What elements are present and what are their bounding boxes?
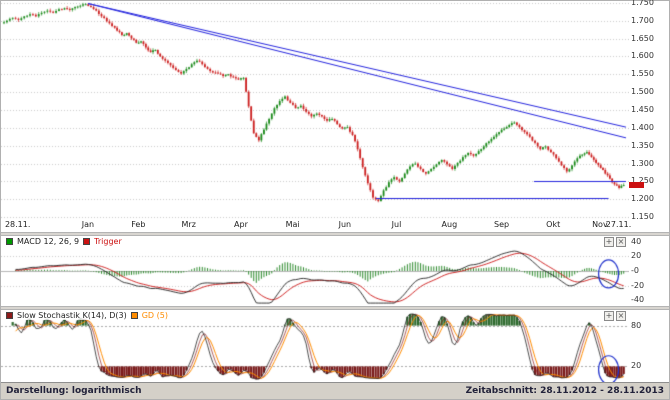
panel-close-button[interactable]: × — [616, 311, 626, 321]
macd-panel-buttons: + × — [604, 237, 626, 247]
panel-divider[interactable] — [1, 232, 669, 236]
date-axis-label: Sep — [494, 220, 510, 229]
macd-trigger-label: Trigger — [94, 237, 122, 246]
price-axis-label: 1.250 — [631, 176, 654, 186]
stochastic-chart-canvas[interactable] — [1, 310, 629, 382]
date-axis-label: Jan — [81, 220, 95, 229]
price-axis: 1.750 1.700 1.650 1.600 1.550 1.500 1.450 1.400… — [629, 0, 669, 232]
stochastic-axis-label: 20 — [631, 361, 642, 371]
date-axis-label: Mai — [285, 220, 300, 229]
stochastic-axis-label: 80 — [631, 320, 642, 330]
date-axis-label: 27.11. — [605, 220, 632, 229]
price-axis-label: 1.300 — [631, 158, 654, 168]
panel-divider[interactable] — [1, 306, 669, 310]
stochastic-legend: Slow Stochastik K(14), D(3) GD (5) — [4, 311, 170, 320]
price-axis-label: 1.600 — [631, 51, 654, 61]
macd-chart-canvas[interactable] — [1, 236, 629, 306]
stochastic-swatch-icon — [6, 312, 13, 319]
status-bar: Darstellung: logarithmisch Zeitabschnitt… — [1, 382, 669, 399]
stochastic-plot: Slow Stochastik K(14), D(3) GD (5) + × — [1, 310, 629, 382]
stochastic-axis: 80 20 — [629, 310, 669, 382]
time-range-label: Zeitabschnitt: 28.11.2012 - 28.11.2013 — [465, 386, 664, 396]
price-axis-label: 1.500 — [631, 87, 654, 97]
price-plot: 28.11. Jan Feb Mrz Apr Mai Jun Jul Aug Sep Okt Nov 2… — [1, 1, 632, 232]
macd-legend: MACD 12, 26, 9 Trigger — [4, 237, 124, 246]
macd-plot: MACD 12, 26, 9 Trigger + × — [1, 236, 629, 306]
macd-panel: MACD 12, 26, 9 Trigger + × 40 20 -0 -20 -40 — [1, 236, 669, 306]
macd-axis-label: -20 — [631, 280, 645, 290]
date-axis-label: Okt — [546, 220, 561, 229]
price-axis-label: 1.750 — [631, 0, 654, 7]
price-panel: 28.11. Jan Feb Mrz Apr Mai Jun Jul Aug Sep Okt Nov 2… — [1, 0, 669, 232]
price-axis-label: 1.400 — [631, 122, 654, 132]
date-axis-label: Aug — [441, 220, 458, 229]
macd-axis-label: 40 — [631, 236, 642, 246]
panel-close-button[interactable]: × — [616, 237, 626, 247]
price-axis-label: 1.650 — [631, 33, 654, 43]
macd-axis: 40 20 -0 -20 -40 — [629, 236, 669, 306]
price-axis-label: 1.150 — [631, 212, 654, 222]
macd-axis-label: -40 — [631, 295, 645, 305]
panel-expand-button[interactable]: + — [604, 237, 614, 247]
panel-expand-button[interactable]: + — [604, 311, 614, 321]
stochastic-label: Slow Stochastik K(14), D(3) — [17, 311, 127, 320]
trigger-swatch-icon — [83, 238, 91, 245]
macd-swatch-icon — [6, 238, 13, 245]
date-axis-label: 28.11. — [4, 220, 31, 229]
gd-swatch-icon — [130, 312, 138, 319]
date-axis-label: Nov — [592, 220, 608, 229]
price-axis-label: 1.550 — [631, 69, 654, 79]
stochastic-panel-buttons: + × — [604, 311, 626, 321]
date-axis-label: Apr — [234, 220, 248, 229]
gd-label: GD (5) — [141, 311, 168, 320]
price-axis-label: 1.350 — [631, 140, 654, 150]
last-price-marker — [629, 182, 644, 189]
price-axis-label: 1.700 — [631, 15, 654, 25]
date-axis-label: Jun — [338, 220, 352, 229]
macd-label: MACD 12, 26, 9 — [17, 237, 80, 246]
date-axis-label: Feb — [131, 220, 146, 229]
stochastic-panel: Slow Stochastik K(14), D(3) GD (5) + × 8… — [1, 310, 669, 382]
date-axis-label: Mrz — [181, 220, 196, 229]
date-axis-label: Jul — [391, 220, 402, 229]
price-axis-label: 1.450 — [631, 105, 654, 114]
price-chart-canvas[interactable] — [1, 1, 629, 219]
macd-axis-label: -0 — [631, 266, 639, 275]
price-axis-label: 1.200 — [631, 194, 654, 204]
macd-axis-label: 20 — [631, 251, 642, 261]
date-axis: 28.11. Jan Feb Mrz Apr Mai Jun Jul Aug Sep Okt Nov 2… — [1, 219, 632, 232]
display-mode-label: Darstellung: logarithmisch — [6, 386, 142, 396]
